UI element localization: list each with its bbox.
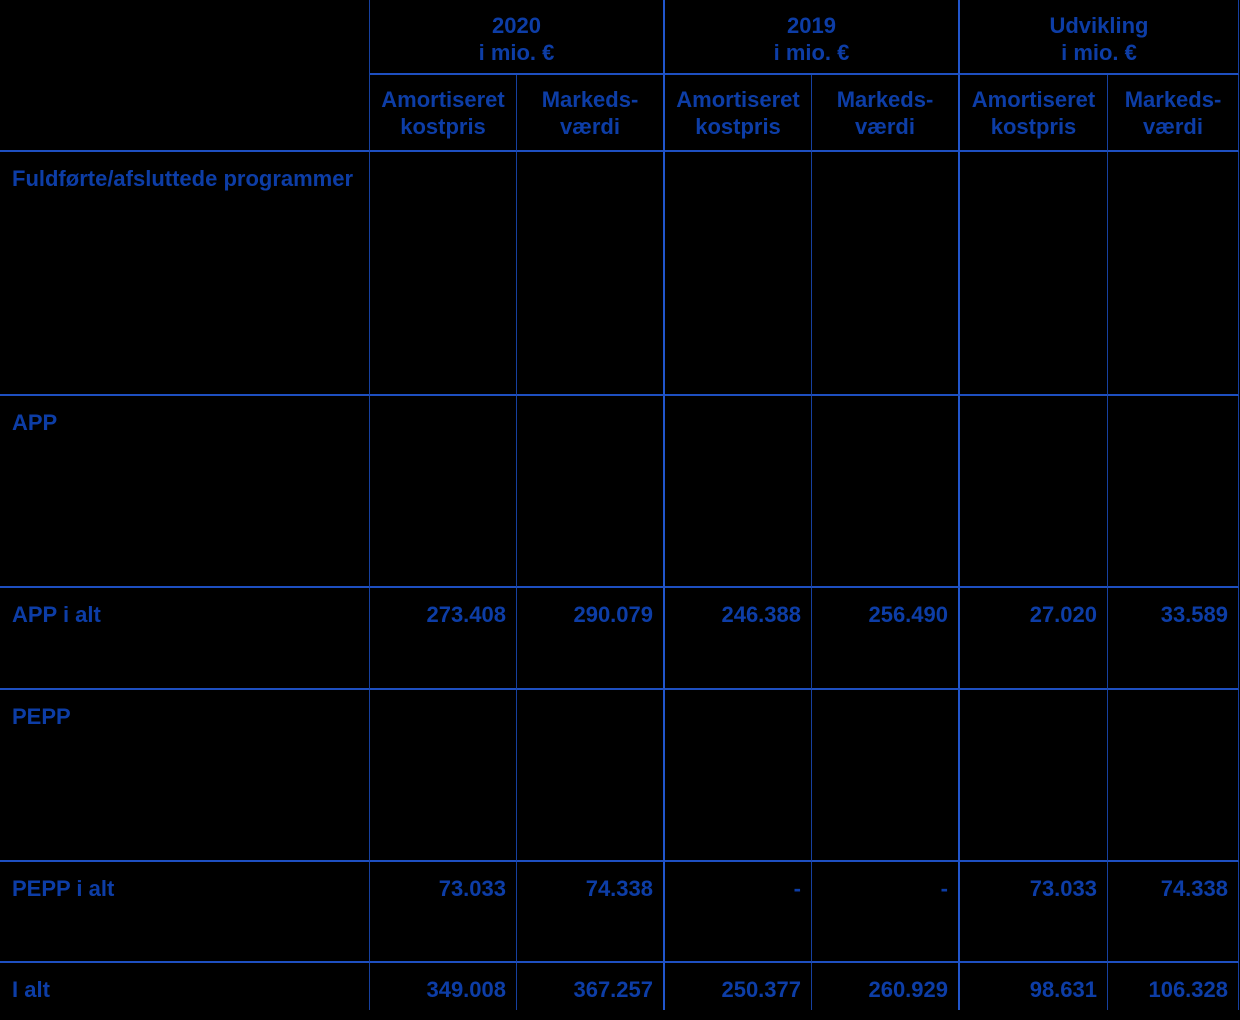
value-cell: 273.408	[370, 588, 517, 690]
subheader-2020-markedsvaerdi: Markeds- værdi	[517, 75, 665, 152]
row-label-i-alt: I alt	[0, 963, 370, 1010]
value-cell: 260.929	[812, 963, 960, 1010]
subheader-2019-markedsvaerdi: Markeds- værdi	[812, 75, 960, 152]
value-cell	[665, 396, 812, 588]
value-cell: 367.257	[517, 963, 665, 1010]
value-cell	[812, 690, 960, 862]
value-cell: 250.377	[665, 963, 812, 1010]
value-cell: -	[812, 862, 960, 963]
col-group-unit: i mio. €	[1061, 40, 1137, 65]
value-cell	[1108, 152, 1239, 396]
row-label-pepp-i-alt: PEPP i alt	[0, 862, 370, 963]
col-group-title: Udvikling	[1049, 13, 1149, 38]
value-cell	[1108, 690, 1239, 862]
row-label-app: APP	[0, 396, 370, 588]
row-label-pepp: PEPP	[0, 690, 370, 862]
value-cell: 290.079	[517, 588, 665, 690]
subheader-udvikling-amortiseret-kostpris: Amortiseret kostpris	[960, 75, 1108, 152]
value-cell: 349.008	[370, 963, 517, 1010]
value-cell	[370, 396, 517, 588]
col-group-2020: 2020 i mio. €	[370, 0, 665, 75]
col-group-title: 2020	[492, 13, 541, 38]
value-cell: 74.338	[1108, 862, 1239, 963]
subheader-2020-amortiseret-kostpris: Amortiseret kostpris	[370, 75, 517, 152]
value-cell: 73.033	[960, 862, 1108, 963]
value-cell: 106.328	[1108, 963, 1239, 1010]
value-cell	[960, 152, 1108, 396]
value-cell: -	[665, 862, 812, 963]
value-cell: 246.388	[665, 588, 812, 690]
value-cell	[517, 396, 665, 588]
col-group-unit: i mio. €	[773, 40, 850, 65]
value-cell: 74.338	[517, 862, 665, 963]
subheader-2019-amortiseret-kostpris: Amortiseret kostpris	[665, 75, 812, 152]
value-cell: 73.033	[370, 862, 517, 963]
subheader-spacer	[0, 75, 370, 152]
value-cell	[370, 152, 517, 396]
value-cell	[812, 152, 960, 396]
value-cell	[665, 152, 812, 396]
corner-cell	[0, 0, 370, 75]
row-label-fuldforte-programmer: Fuldførte/afsluttede programmer	[0, 152, 370, 396]
value-cell	[960, 690, 1108, 862]
col-group-title: 2019	[787, 13, 836, 38]
value-cell	[812, 396, 960, 588]
col-group-2019: 2019 i mio. €	[665, 0, 960, 75]
value-cell	[517, 690, 665, 862]
value-cell	[1108, 396, 1239, 588]
value-cell	[517, 152, 665, 396]
value-cell	[370, 690, 517, 862]
value-cell: 256.490	[812, 588, 960, 690]
value-cell: 27.020	[960, 588, 1108, 690]
value-cell: 98.631	[960, 963, 1108, 1010]
col-group-udvikling: Udvikling i mio. €	[960, 0, 1239, 75]
subheader-udvikling-markedsvaerdi: Markeds- værdi	[1108, 75, 1239, 152]
value-cell	[665, 690, 812, 862]
value-cell: 33.589	[1108, 588, 1239, 690]
value-cell	[960, 396, 1108, 588]
row-label-app-i-alt: APP i alt	[0, 588, 370, 690]
col-group-unit: i mio. €	[478, 40, 555, 65]
